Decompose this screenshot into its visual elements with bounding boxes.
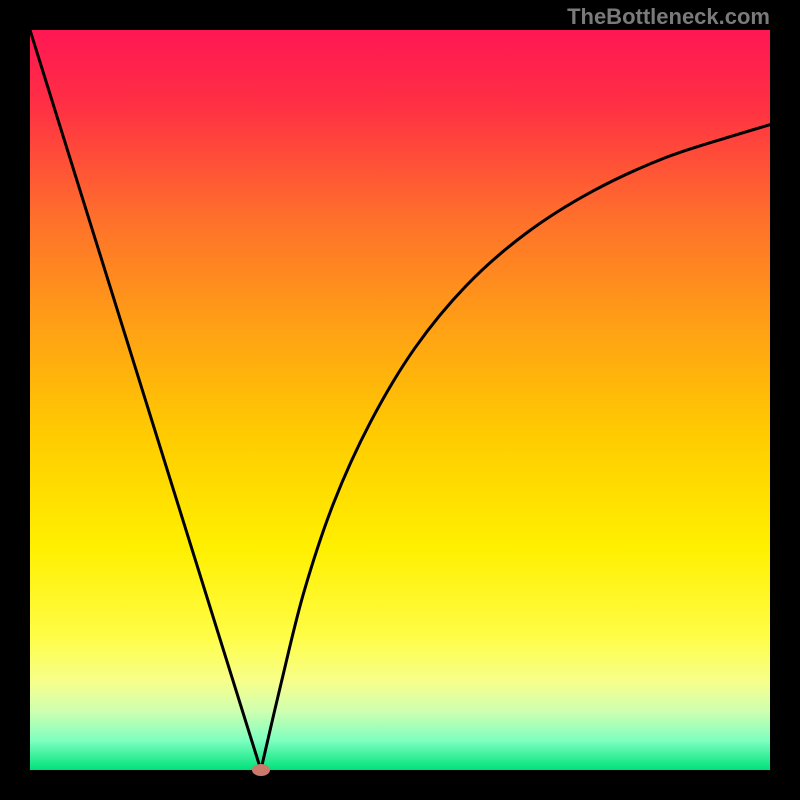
plot-area [30, 30, 770, 770]
chart-container: TheBottleneck.com [0, 0, 800, 800]
bottleneck-curve [30, 30, 770, 770]
curve-svg [30, 30, 770, 770]
watermark-text: TheBottleneck.com [567, 4, 770, 30]
optimal-point-marker [252, 764, 270, 776]
